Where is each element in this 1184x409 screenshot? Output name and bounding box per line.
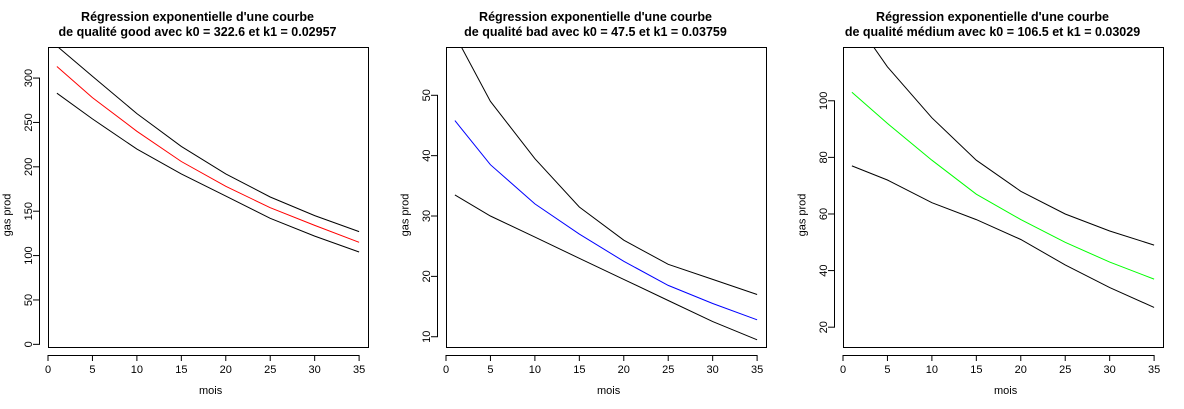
y-tick-label: 150 <box>23 202 35 220</box>
series-line-2 <box>851 165 1155 308</box>
y-tick-label: 40 <box>818 264 830 276</box>
plot-frame <box>446 47 767 348</box>
y-axis-label: gas prod <box>1 193 14 237</box>
chart-plot-good: 0 5 10 15 20 25 30 35 0 50 100 150 200 250 300 <box>23 47 369 376</box>
y-tick-label: 250 <box>23 113 35 131</box>
x-tick-label: 5 <box>487 364 493 376</box>
x-tick-label: 0 <box>840 364 846 376</box>
x-tick-label: 25 <box>1059 364 1071 376</box>
x-tick-label: 0 <box>45 364 51 376</box>
x-tick-label: 20 <box>618 364 630 376</box>
y-tick-label: 0 <box>23 341 35 347</box>
series-line-2 <box>454 194 758 341</box>
chart-panel-medium: 0 5 10 15 20 25 30 35 20 40 60 80 100 Régression exp… <box>795 0 1184 409</box>
y-tick-label: 60 <box>818 208 830 220</box>
x-tick-label: 20 <box>220 364 232 376</box>
x-tick-label: 10 <box>926 364 938 376</box>
x-tick-label: 25 <box>264 364 276 376</box>
x-tick-label: 10 <box>529 364 541 376</box>
x-tick-label: 0 <box>443 364 449 376</box>
plot-frame <box>48 47 369 348</box>
y-tick-label: 50 <box>23 294 35 306</box>
y-axis-label: gas prod <box>399 193 412 237</box>
x-tick-label: 20 <box>1015 364 1027 376</box>
x-tick-label: 35 <box>751 364 763 376</box>
x-tick-label: 35 <box>1148 364 1160 376</box>
chart-title: Régression exponentielle d'une courbe de… <box>58 10 337 39</box>
x-axis-label: mois <box>994 385 1018 397</box>
series-line-0 <box>460 47 758 295</box>
plot-frame <box>843 47 1164 348</box>
x-tick-label: 15 <box>970 364 982 376</box>
chart-title: Régression exponentielle d'une courbe de… <box>464 10 727 39</box>
x-tick-label: 30 <box>309 364 321 376</box>
series-line-1 <box>851 91 1155 280</box>
chart-panel-good: 0 5 10 15 20 25 30 35 0 50 100 150 200 250 300 Régress… <box>0 0 395 409</box>
series-line-2 <box>56 92 360 253</box>
x-tick-label: 10 <box>131 364 143 376</box>
chart-plot-bad: 0 5 10 15 20 25 30 35 10 20 30 40 50 <box>421 47 767 376</box>
x-tick-label: 35 <box>353 364 365 376</box>
chart-plot-medium: 0 5 10 15 20 25 30 35 20 40 60 80 100 <box>818 47 1164 376</box>
y-tick-label: 20 <box>818 321 830 333</box>
y-tick-label: 50 <box>421 89 433 101</box>
x-tick-label: 5 <box>89 364 95 376</box>
series-line-1 <box>56 66 360 243</box>
y-tick-label: 40 <box>421 150 433 162</box>
y-tick-label: 200 <box>23 158 35 176</box>
chart-panel-bad: 0 5 10 15 20 25 30 35 10 20 30 40 50 Régression expo… <box>398 0 793 409</box>
y-tick-label: 30 <box>421 210 433 222</box>
x-axis-label: mois <box>597 385 621 397</box>
x-axis-label: mois <box>199 385 223 397</box>
y-tick-label: 20 <box>421 270 433 282</box>
y-tick-label: 100 <box>23 246 35 264</box>
x-tick-label: 30 <box>1104 364 1116 376</box>
y-tick-label: 100 <box>818 92 830 110</box>
x-tick-label: 30 <box>707 364 719 376</box>
y-tick-label: 80 <box>818 151 830 163</box>
y-tick-label: 10 <box>421 331 433 343</box>
x-tick-label: 15 <box>175 364 187 376</box>
x-tick-label: 25 <box>662 364 674 376</box>
series-line-0 <box>872 47 1155 246</box>
series-line-0 <box>57 47 360 233</box>
series-line-1 <box>454 120 758 321</box>
x-tick-label: 15 <box>573 364 585 376</box>
y-tick-label: 300 <box>23 69 35 87</box>
chart-title: Régression exponentielle d'une courbe de… <box>844 10 1141 39</box>
x-tick-label: 5 <box>884 364 890 376</box>
y-axis-label: gas prod <box>796 193 809 237</box>
